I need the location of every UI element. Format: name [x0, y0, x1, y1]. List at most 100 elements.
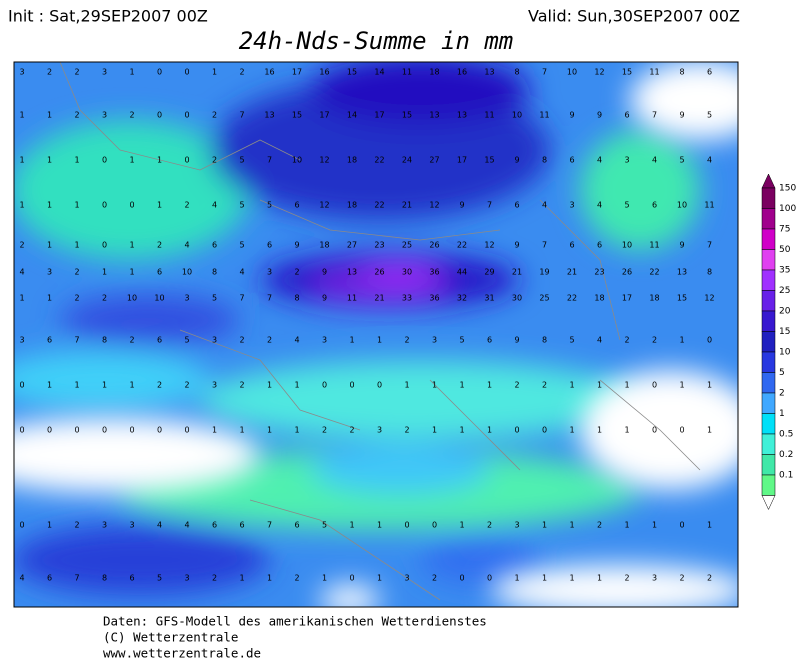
grid-value: 1 — [597, 574, 602, 583]
grid-value: 1 — [569, 521, 574, 530]
grid-value: 14 — [347, 111, 357, 120]
legend-label: 2 — [779, 389, 785, 399]
grid-value: 9 — [294, 241, 299, 250]
grid-value: 2 — [487, 521, 492, 530]
grid-value: 1 — [487, 381, 492, 390]
footer-line: www.wetterzentrale.de — [103, 646, 261, 661]
grid-value: 3 — [624, 156, 629, 165]
grid-value: 3 — [267, 268, 272, 277]
grid-value: 8 — [102, 336, 107, 345]
grid-value: 1 — [129, 268, 134, 277]
grid-value: 8 — [542, 156, 547, 165]
grid-value: 1 — [19, 156, 24, 165]
grid-value: 18 — [319, 241, 329, 250]
grid-value: 10 — [677, 201, 687, 210]
grid-value: 0 — [19, 426, 24, 435]
grid-value: 2 — [157, 381, 162, 390]
grid-value: 5 — [212, 294, 217, 303]
grid-value: 13 — [484, 68, 494, 77]
grid-value: 2 — [184, 201, 189, 210]
footer-line: Daten: GFS-Modell des amerikanischen Wet… — [103, 614, 487, 629]
grid-value: 3 — [102, 521, 107, 530]
legend-label: 150 — [779, 184, 796, 194]
grid-value: 10 — [127, 294, 137, 303]
grid-value: 6 — [294, 521, 299, 530]
grid-value: 0 — [679, 521, 684, 530]
legend-swatch — [761, 187, 776, 209]
grid-value: 15 — [677, 294, 687, 303]
grid-value: 1 — [129, 241, 134, 250]
grid-value: 0 — [157, 426, 162, 435]
grid-value: 0 — [184, 68, 189, 77]
grid-value: 3 — [102, 68, 107, 77]
grid-value: 0 — [679, 426, 684, 435]
grid-value: 1 — [129, 381, 134, 390]
grid-value: 9 — [322, 294, 327, 303]
grid-value: 13 — [457, 111, 467, 120]
grid-value: 10 — [154, 294, 164, 303]
grid-value: 8 — [679, 68, 684, 77]
grid-value: 18 — [347, 156, 357, 165]
legend-label: 100 — [779, 204, 796, 214]
grid-value: 0 — [184, 156, 189, 165]
grid-value: 2 — [157, 241, 162, 250]
grid-value: 4 — [652, 156, 657, 165]
grid-value: 22 — [649, 268, 659, 277]
grid-value: 1 — [74, 381, 79, 390]
grid-value: 21 — [512, 268, 522, 277]
grid-value: 32 — [457, 294, 467, 303]
grid-value: 5 — [624, 201, 629, 210]
grid-value: 1 — [212, 68, 217, 77]
footer-line: (C) Wetterzentrale — [103, 630, 238, 645]
legend-swatch — [761, 351, 776, 373]
grid-value: 0 — [459, 574, 464, 583]
legend-label: 0.1 — [779, 471, 793, 481]
grid-value: 25 — [539, 294, 549, 303]
grid-value: 2 — [239, 68, 244, 77]
grid-value: 6 — [294, 201, 299, 210]
init-time: Init : Sat,29SEP2007 00Z — [8, 7, 208, 26]
legend-swatch — [761, 310, 776, 332]
grid-value: 0 — [487, 574, 492, 583]
grid-value: 16 — [264, 68, 274, 77]
grid-value: 4 — [157, 521, 162, 530]
grid-value: 2 — [322, 426, 327, 435]
grid-value: 11 — [649, 68, 659, 77]
grid-value: 6 — [212, 521, 217, 530]
grid-value: 4 — [597, 156, 602, 165]
grid-value: 1 — [514, 574, 519, 583]
grid-value: 0 — [157, 111, 162, 120]
grid-value: 1 — [267, 426, 272, 435]
grid-value: 0 — [74, 426, 79, 435]
legend-label: 0.2 — [779, 450, 793, 460]
grid-value: 1 — [569, 574, 574, 583]
grid-value: 15 — [622, 68, 632, 77]
legend-cap — [761, 173, 776, 189]
grid-value: 21 — [567, 268, 577, 277]
grid-value: 1 — [707, 381, 712, 390]
grid-value: 15 — [292, 111, 302, 120]
legend-swatch — [761, 228, 776, 250]
grid-value: 0 — [652, 381, 657, 390]
grid-value: 25 — [402, 241, 412, 250]
grid-value: 2 — [624, 336, 629, 345]
grid-value: 7 — [239, 294, 244, 303]
grid-value: 6 — [267, 241, 272, 250]
grid-value: 1 — [652, 521, 657, 530]
grid-value: 4 — [597, 336, 602, 345]
grid-value: 3 — [404, 574, 409, 583]
grid-value: 0 — [102, 201, 107, 210]
legend-label: 15 — [779, 327, 790, 337]
grid-value: 1 — [74, 156, 79, 165]
grid-value: 9 — [322, 268, 327, 277]
grid-value: 0 — [184, 426, 189, 435]
legend-label: 20 — [779, 307, 791, 317]
legend-swatch — [761, 474, 776, 496]
grid-value: 2 — [212, 574, 217, 583]
grid-value: 1 — [19, 201, 24, 210]
grid-value: 6 — [569, 156, 574, 165]
grid-value: 0 — [404, 521, 409, 530]
precip-field: 3 2 2 3 1 0 0 1 2 16 17 16 15 14 11 18 16 13 8 7 10 12 15 11 8 61… — [14, 62, 738, 607]
grid-value: 0 — [184, 111, 189, 120]
grid-value: 6 — [212, 241, 217, 250]
